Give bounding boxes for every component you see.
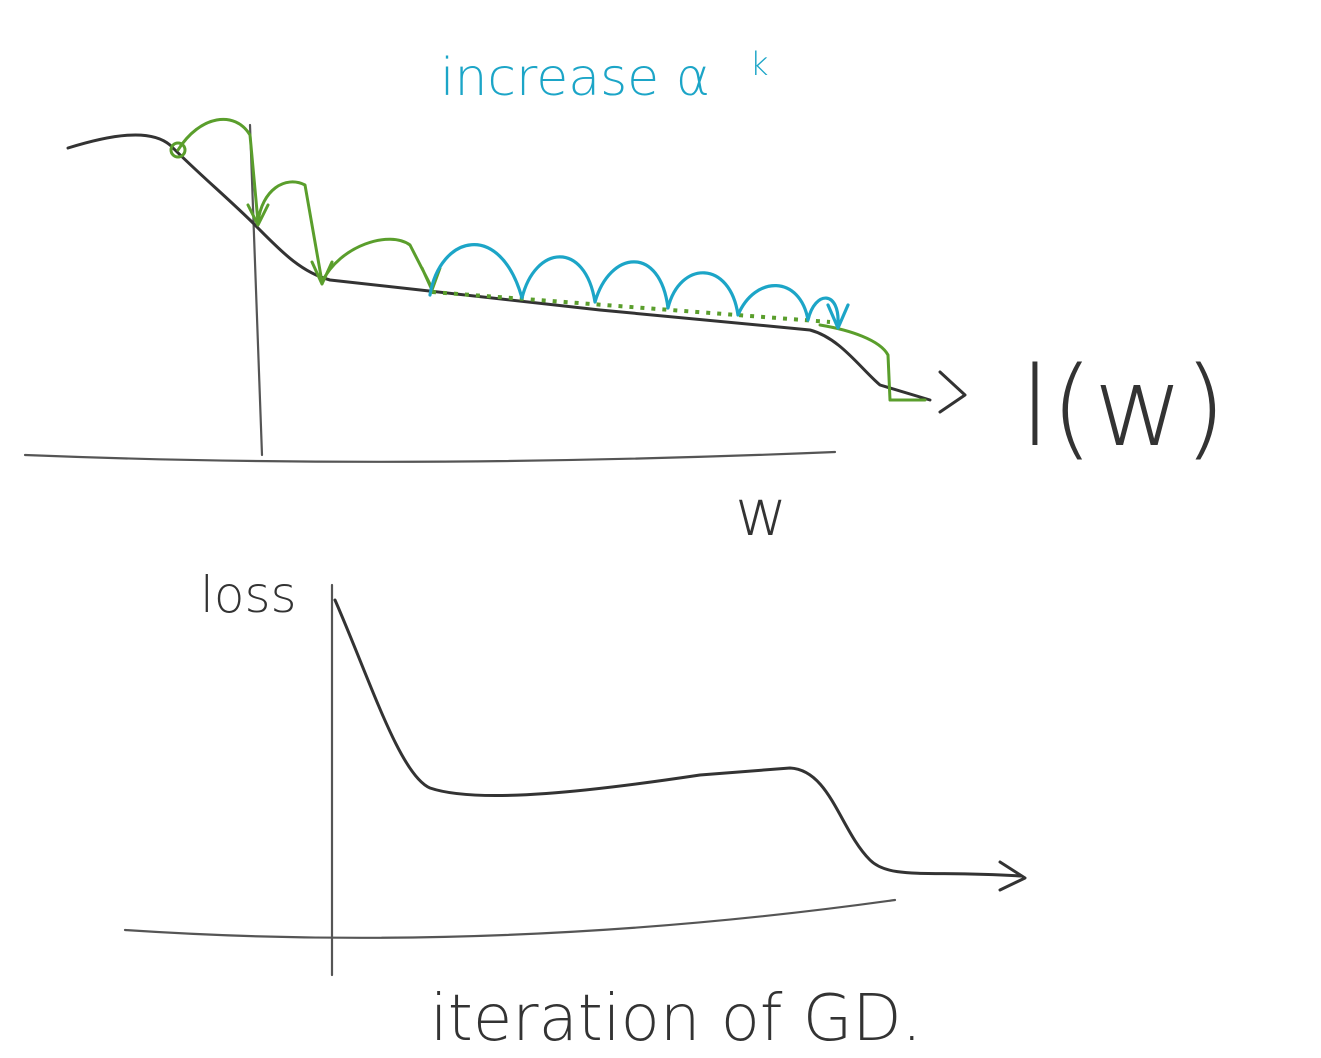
annotation-subscript: k — [750, 45, 769, 83]
loss-curve — [68, 135, 930, 400]
curve-label: l(w) — [1020, 343, 1226, 471]
x-axis — [125, 900, 895, 938]
loss-curve — [335, 600, 1020, 876]
x-label: iteration of GD. — [430, 982, 922, 1056]
annotation: increase α — [440, 48, 710, 108]
marker-line — [250, 125, 262, 455]
x-axis — [25, 452, 835, 462]
y-label: loss — [200, 566, 297, 624]
blue-steps — [430, 245, 848, 328]
x-label: w — [735, 477, 787, 551]
page: {"top_plot": {"annotation": "increase α"… — [0, 0, 1321, 1058]
arrow-head — [940, 372, 965, 412]
diagram: increase α k l(w) w loss iteration of GD… — [0, 0, 1321, 1058]
